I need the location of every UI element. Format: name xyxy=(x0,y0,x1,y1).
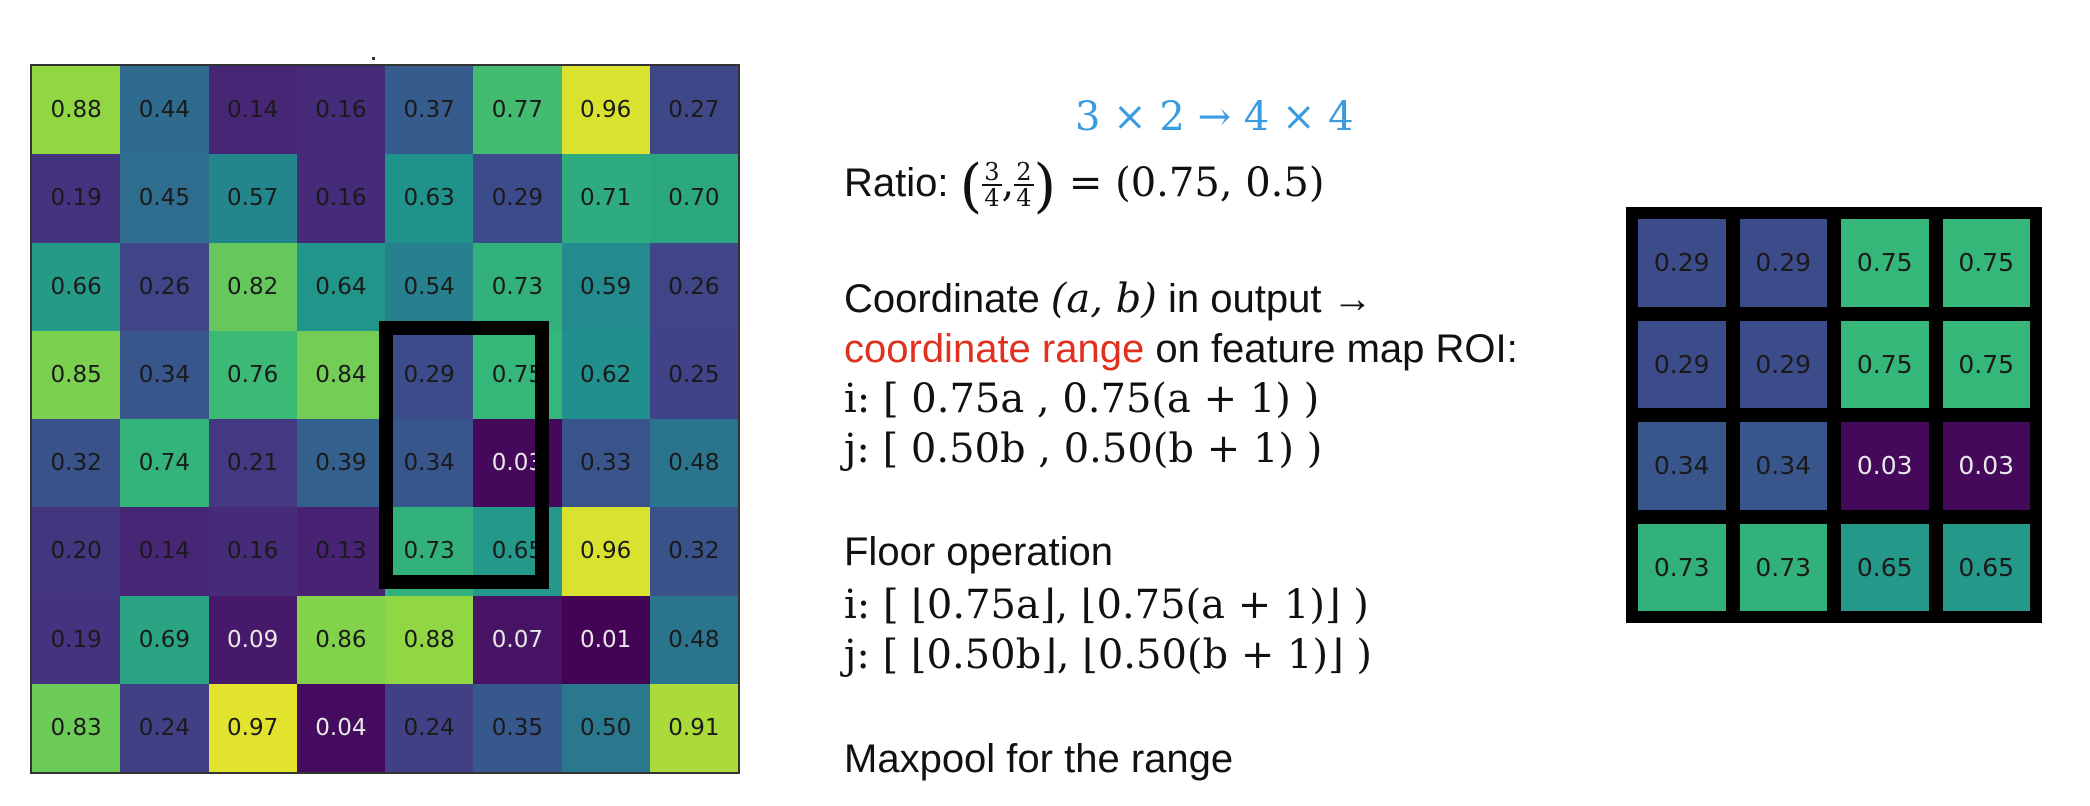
feature-cell: 0.82 xyxy=(208,242,297,331)
feature-cell: 0.29 xyxy=(473,154,562,243)
feature-cell: 0.35 xyxy=(473,683,562,772)
ratio-result: = (0.75, 0.5) xyxy=(1056,160,1325,206)
feature-cell: 0.66 xyxy=(32,242,121,331)
feature-cell: 0.96 xyxy=(561,66,650,155)
feature-cell: 0.34 xyxy=(385,419,474,508)
feature-cell: 0.70 xyxy=(649,154,738,243)
feature-cell: 0.39 xyxy=(296,419,385,508)
feature-cell: 0.76 xyxy=(208,330,297,419)
coord-var: (a, b) xyxy=(1050,276,1157,322)
feature-cell: 0.86 xyxy=(296,595,385,684)
output-map-grid: 0.29 0.29 0.75 0.75 0.29 0.29 0.75 0.75 0.34 0.34… xyxy=(1626,207,2042,623)
feature-cell: 0.88 xyxy=(385,595,474,684)
feature-cell: 0.44 xyxy=(120,66,209,155)
feature-cell: 0.37 xyxy=(385,66,474,155)
feature-cell: 0.09 xyxy=(208,595,297,684)
feature-cell: 0.19 xyxy=(32,595,121,684)
ratio-line: Ratio: (3 4, 2 4) = (0.75, 0.5) xyxy=(844,151,1325,220)
output-cell: 0.65 xyxy=(1942,523,2030,611)
j-range: j: [ 0.50b , 0.50(b + 1) ) xyxy=(844,426,1323,472)
feature-cell: 0.62 xyxy=(561,330,650,419)
feature-cell: 0.13 xyxy=(296,507,385,596)
output-cell: 0.29 xyxy=(1638,320,1726,408)
feature-cell: 0.57 xyxy=(208,154,297,243)
feature-cell: 0.59 xyxy=(561,242,650,331)
output-cell: 0.75 xyxy=(1841,219,1929,307)
output-cell: 0.65 xyxy=(1841,523,1929,611)
feature-cell: 0.50 xyxy=(561,683,650,772)
feature-cell: 0.54 xyxy=(385,242,474,331)
output-cell: 0.73 xyxy=(1739,523,1827,611)
output-cell: 0.73 xyxy=(1638,523,1726,611)
feature-cell: 0.85 xyxy=(32,330,121,419)
roi-highlight-box xyxy=(379,321,549,589)
output-cell: 0.75 xyxy=(1841,320,1929,408)
feature-cell: 0.21 xyxy=(208,419,297,508)
j-floor-range: j: [ ⌊0.50b⌋, ⌊0.50(b + 1)⌋ ) xyxy=(844,632,1373,678)
feature-cell: 0.73 xyxy=(473,242,562,331)
feature-cell: 0.24 xyxy=(120,683,209,772)
feature-cell: 0.69 xyxy=(120,595,209,684)
feature-cell: 0.16 xyxy=(296,66,385,155)
floor-operation-title: Floor operation xyxy=(844,530,1114,574)
feature-cell: 0.77 xyxy=(473,66,562,155)
output-cell: 0.29 xyxy=(1739,320,1827,408)
feature-cell: 0.32 xyxy=(32,419,121,508)
output-cell: 0.03 xyxy=(1942,422,2030,510)
coordinate-range-highlight: coordinate range xyxy=(844,327,1145,371)
feature-cell: 0.74 xyxy=(120,419,209,508)
feature-cell: 0.34 xyxy=(120,330,209,419)
maxpool-label: Maxpool for the range xyxy=(844,737,1234,781)
feature-cell: 0.26 xyxy=(120,242,209,331)
feature-cell: 0.71 xyxy=(561,154,650,243)
output-cell: 0.75 xyxy=(1942,320,2030,408)
feature-cell: 0.83 xyxy=(32,683,121,772)
feature-cell: 0.29 xyxy=(385,330,474,419)
feature-cell: 0.32 xyxy=(649,507,738,596)
feature-cell: 0.04 xyxy=(296,683,385,772)
feature-cell: 0.07 xyxy=(473,595,562,684)
feature-cell: 0.14 xyxy=(208,66,297,155)
coordinate-range-line: coordinate range on feature map ROI: xyxy=(844,327,1518,371)
ratio-label: Ratio: xyxy=(844,161,960,205)
i-range: i: [ 0.75a , 0.75(a + 1) ) xyxy=(844,376,1320,422)
feature-cell: 0.24 xyxy=(385,683,474,772)
feature-cell: 0.26 xyxy=(649,242,738,331)
output-cell: 0.29 xyxy=(1638,219,1726,307)
feature-cell: 0.19 xyxy=(32,154,121,243)
feature-cell: 0.64 xyxy=(296,242,385,331)
feature-cell: 0.20 xyxy=(32,507,121,596)
output-cell: 0.34 xyxy=(1638,422,1726,510)
feature-cell: 0.45 xyxy=(120,154,209,243)
feature-cell: 0.97 xyxy=(208,683,297,772)
coordinate-line: Coordinate (a, b) in output → xyxy=(844,276,1373,322)
feature-cell: 0.33 xyxy=(561,419,650,508)
i-floor-range: i: [ ⌊0.75a⌋, ⌊0.75(a + 1)⌋ ) xyxy=(844,582,1369,628)
feature-cell: 0.88 xyxy=(32,66,121,155)
feature-cell: 0.25 xyxy=(649,330,738,419)
feature-cell: 0.48 xyxy=(649,595,738,684)
feature-cell: 0.91 xyxy=(649,683,738,772)
feature-cell: 0.16 xyxy=(208,507,297,596)
stray-dot xyxy=(372,57,375,60)
feature-cell: 0.84 xyxy=(296,330,385,419)
feature-cell: 0.27 xyxy=(649,66,738,155)
feature-cell: 0.48 xyxy=(649,419,738,508)
output-cell: 0.29 xyxy=(1739,219,1827,307)
feature-cell: 0.96 xyxy=(561,507,650,596)
output-cell: 0.34 xyxy=(1739,422,1827,510)
shape-transform-label: 3 × 2 → 4 × 4 xyxy=(1075,94,1354,140)
feature-cell: 0.63 xyxy=(385,154,474,243)
feature-cell: 0.01 xyxy=(561,595,650,684)
output-cell: 0.75 xyxy=(1942,219,2030,307)
output-cell: 0.03 xyxy=(1841,422,1929,510)
feature-cell: 0.16 xyxy=(296,154,385,243)
feature-cell: 0.14 xyxy=(120,507,209,596)
